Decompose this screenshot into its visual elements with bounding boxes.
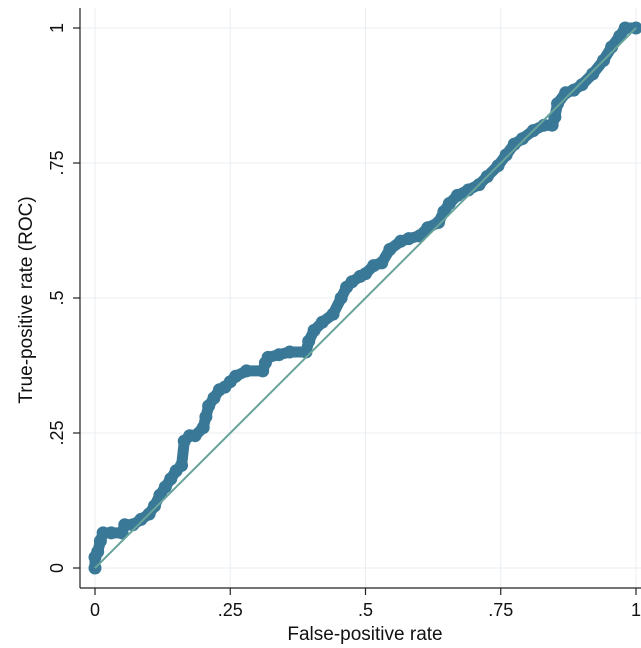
roc-point: [586, 67, 600, 81]
roc-point: [515, 132, 529, 146]
x-ticks: 0 .25 .5 .75 1: [90, 588, 641, 620]
x-tick-label: .25: [218, 600, 243, 620]
roc-point: [499, 148, 513, 162]
y-tick-label: .75: [47, 150, 67, 175]
roc-point: [548, 110, 562, 124]
x-tick-label: 0: [90, 600, 100, 620]
roc-point: [196, 421, 210, 435]
y-axis-title: True-positive rate (ROC): [16, 196, 37, 403]
roc-point: [432, 215, 446, 229]
grid-lines: [80, 8, 641, 588]
x-tick-label: 1: [631, 600, 641, 620]
roc-point: [188, 429, 202, 443]
y-tick-label: 1: [47, 23, 67, 33]
y-tick-label: .5: [47, 290, 67, 305]
roc-point: [302, 334, 316, 348]
roc-point: [575, 78, 589, 92]
roc-point: [450, 188, 464, 202]
roc-point: [383, 242, 397, 256]
roc-point: [402, 232, 416, 246]
y-tick-label: .25: [47, 420, 67, 445]
y-ticks: 0 .25 .5 .75 1: [47, 23, 80, 573]
roc-point: [315, 315, 329, 329]
roc-point: [283, 345, 297, 359]
roc-point: [104, 526, 118, 540]
reference-diagonal-line: [94, 27, 637, 569]
roc-point: [239, 364, 253, 378]
roc-point: [413, 229, 427, 243]
roc-point: [421, 221, 435, 235]
roc-point: [326, 307, 340, 321]
x-tick-label: .5: [358, 600, 373, 620]
roc-point: [199, 410, 213, 424]
roc-point: [91, 545, 105, 559]
roc-point: [551, 97, 565, 111]
roc-point: [307, 323, 321, 337]
roc-point: [375, 256, 389, 270]
roc-point: [229, 369, 243, 383]
x-axis-title: False-positive rate: [287, 624, 442, 645]
roc-point: [261, 350, 275, 364]
roc-point: [148, 499, 162, 513]
roc-point: [272, 348, 286, 362]
y-tick-label: 0: [47, 563, 67, 573]
roc-point: [175, 458, 189, 472]
roc-point: [442, 197, 456, 210]
roc-point: [618, 21, 632, 35]
roc-point: [334, 291, 348, 305]
x-tick-label: .75: [488, 600, 513, 620]
roc-point: [359, 267, 372, 281]
